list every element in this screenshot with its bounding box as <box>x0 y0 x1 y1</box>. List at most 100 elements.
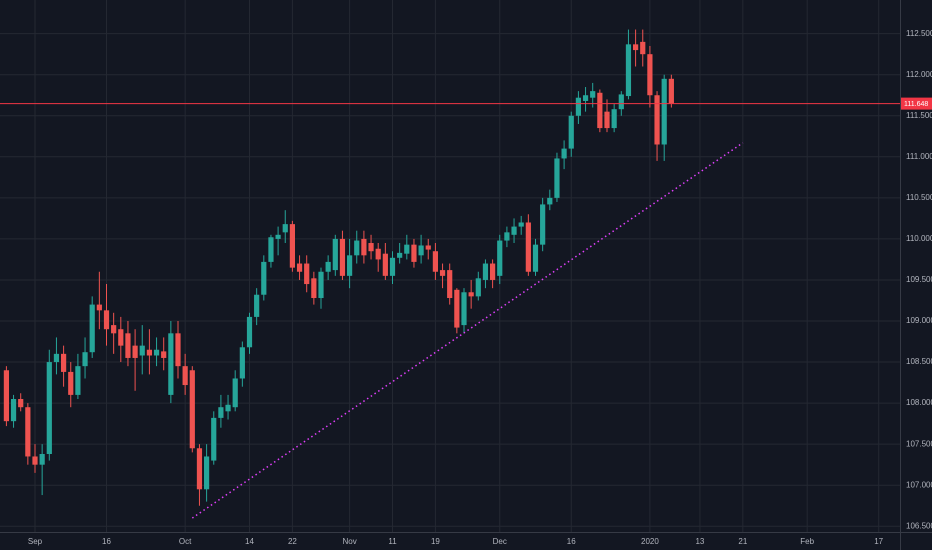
y-tick-label: 112.500 <box>906 29 932 38</box>
x-tick-label: Dec <box>493 537 507 546</box>
candle-body <box>82 352 88 367</box>
candle-body <box>633 44 639 51</box>
candle-body <box>418 245 424 256</box>
candle-body <box>89 304 95 353</box>
candle-body <box>511 226 517 235</box>
candle-body <box>575 97 581 116</box>
last-price-badge <box>901 97 932 110</box>
candle-body <box>32 456 38 465</box>
candle-body <box>618 94 624 110</box>
candle-body <box>18 399 24 408</box>
candle-body <box>146 349 152 356</box>
y-tick-label: 106.500 <box>906 521 932 530</box>
candle-body <box>103 310 110 330</box>
candle-body <box>211 417 217 461</box>
candle-body <box>654 95 660 145</box>
candle-body <box>61 353 67 372</box>
candle-body <box>232 378 238 408</box>
y-tick-label: 107.500 <box>906 439 932 448</box>
candle-body <box>568 115 574 149</box>
candle-body <box>661 78 667 145</box>
candle-body <box>3 370 9 422</box>
candle-body <box>425 245 431 250</box>
trendline <box>191 142 744 519</box>
candle-body <box>547 197 553 205</box>
y-tick-label: 108.500 <box>906 357 932 366</box>
candle-body <box>132 345 138 358</box>
candle-body <box>125 333 131 358</box>
candle-body <box>354 240 360 256</box>
candle-body <box>168 333 174 395</box>
candle-body <box>304 263 310 285</box>
candle-body <box>389 257 396 276</box>
candle-body <box>647 54 653 96</box>
candle-body <box>525 222 531 272</box>
candle-body <box>411 244 417 262</box>
candle-body <box>225 404 231 412</box>
candle-body <box>590 91 596 98</box>
y-tick-label: 111.000 <box>906 152 932 161</box>
x-tick-label: Feb <box>800 537 814 546</box>
candle-body <box>318 271 324 299</box>
candle-body <box>439 270 446 276</box>
candle-body <box>325 261 331 272</box>
candle-body <box>332 238 338 271</box>
candle-body <box>447 270 453 299</box>
y-tick-label: 109.000 <box>906 316 932 325</box>
candle-body <box>68 371 74 395</box>
candle-body <box>10 399 17 422</box>
y-tick-label: 110.500 <box>906 193 932 202</box>
candle-body <box>625 44 632 97</box>
x-tick-label: Nov <box>342 537 356 546</box>
candle-body <box>475 278 481 297</box>
x-tick-label: 22 <box>288 537 297 546</box>
x-tick-label: 13 <box>695 537 704 546</box>
candle-body <box>282 224 288 233</box>
candle-body <box>382 253 388 276</box>
candle-body <box>497 240 503 276</box>
candle-body <box>361 238 367 256</box>
candle-body <box>75 366 81 395</box>
candle-body <box>218 407 224 418</box>
candle-body <box>554 158 560 198</box>
candle-body <box>518 222 524 227</box>
y-tick-label: 111.500 <box>906 111 932 120</box>
candle-body <box>25 407 31 457</box>
candle-body <box>275 234 281 239</box>
candle-body <box>46 362 52 455</box>
candle-body <box>454 289 460 328</box>
candle-body <box>53 353 60 363</box>
candle-body <box>668 78 674 104</box>
candle-body <box>482 263 489 280</box>
x-tick-label: 21 <box>738 537 747 546</box>
candle-body <box>640 41 646 55</box>
candle-body <box>397 252 403 258</box>
x-tick-label: Oct <box>179 537 192 546</box>
candle-body <box>111 325 117 334</box>
candle-body <box>540 204 546 245</box>
candle-body <box>289 224 295 268</box>
candle-body <box>561 148 567 159</box>
candle-body <box>118 329 124 346</box>
candle-body <box>611 109 617 129</box>
candle-body <box>604 111 610 129</box>
candle-body <box>532 244 539 272</box>
candle-body <box>311 278 317 299</box>
y-tick-label: 112.000 <box>906 70 932 79</box>
x-tick-label: 19 <box>431 537 440 546</box>
candle-body <box>504 232 510 241</box>
candle-body <box>582 95 589 101</box>
candle-body <box>261 261 267 295</box>
x-tick-label: 16 <box>567 537 576 546</box>
candle-body <box>339 238 346 276</box>
candle-body <box>461 292 467 326</box>
candle-body <box>175 333 181 367</box>
candle-body <box>182 366 188 386</box>
y-tick-label: 108.000 <box>906 398 932 407</box>
x-tick-label: 2020 <box>641 537 659 546</box>
candle-body <box>432 251 438 272</box>
candle-body <box>239 347 245 379</box>
